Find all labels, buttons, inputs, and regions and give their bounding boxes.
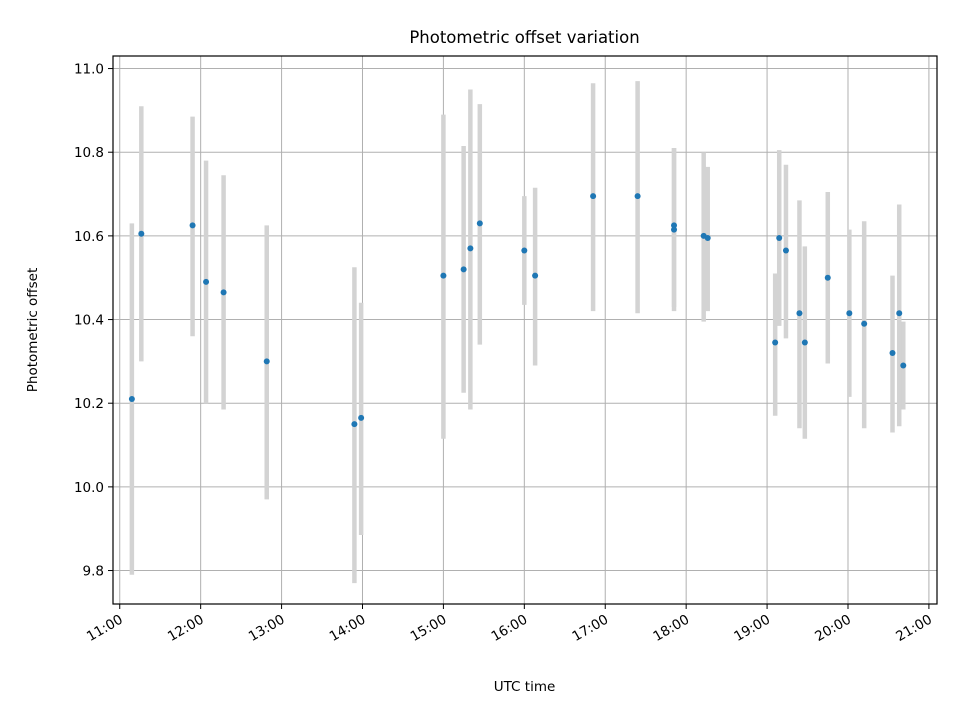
data-point [358,414,365,421]
x-tick-label: 17:00 [570,612,612,645]
data-point [671,226,678,233]
data-point [634,193,641,200]
y-tick-label: 10.0 [74,480,104,496]
data-point [776,234,783,241]
data-point [896,310,903,317]
data-point [824,274,831,281]
data-point [532,272,539,279]
y-tick-label: 10.8 [74,145,104,161]
data-point [189,222,196,229]
data-point [440,272,447,279]
x-tick-label: 14:00 [327,612,369,645]
data-point [203,278,210,285]
x-tick-label: 11:00 [84,612,126,645]
data-point [782,247,789,254]
y-tick-label: 10.6 [74,229,104,245]
data-point [704,234,711,241]
data-point [671,222,678,229]
data-point [796,310,803,317]
x-tick-label: 15:00 [408,612,450,645]
data-point [801,339,808,346]
y-axis-ticks: 9.8 10.0 10.2 10.4 10.6 10.8 11.0 [74,62,113,580]
y-tick-label: 11.0 [74,62,104,78]
data-point [846,310,853,317]
x-tick-label: 12:00 [165,612,207,645]
data-point [861,320,868,327]
data-point [467,245,474,252]
data-point [460,266,467,273]
x-tick-label: 18:00 [650,612,692,645]
data-point [590,193,597,200]
chart-title: Photometric offset variation [409,28,639,47]
data-point [351,421,358,428]
data-point [889,350,896,357]
y-tick-label: 9.8 [83,564,104,580]
x-axis-label: UTC time [494,679,556,695]
grid [113,56,937,604]
x-tick-label: 21:00 [893,612,935,645]
y-axis-label: Photometric offset [25,268,41,392]
x-tick-label: 20:00 [812,612,854,645]
x-tick-label: 13:00 [246,612,288,645]
error-bars [129,81,906,584]
data-point [220,289,227,296]
y-tick-label: 10.2 [74,396,104,412]
x-tick-label: 19:00 [731,612,773,645]
data-point [263,358,270,365]
plot-area-frame [112,55,938,605]
x-tick-label: 16:00 [489,612,531,645]
data-point [138,230,145,237]
data-point [521,247,528,254]
x-axis-ticks: 11:00 12:00 13:00 14:00 15:00 16:00 17:00 18:00… [84,604,935,645]
data-point [772,339,779,346]
data-point [128,396,135,403]
data-points [128,193,907,428]
y-tick-label: 10.4 [74,313,104,329]
data-point [900,362,907,369]
data-point [476,220,483,227]
